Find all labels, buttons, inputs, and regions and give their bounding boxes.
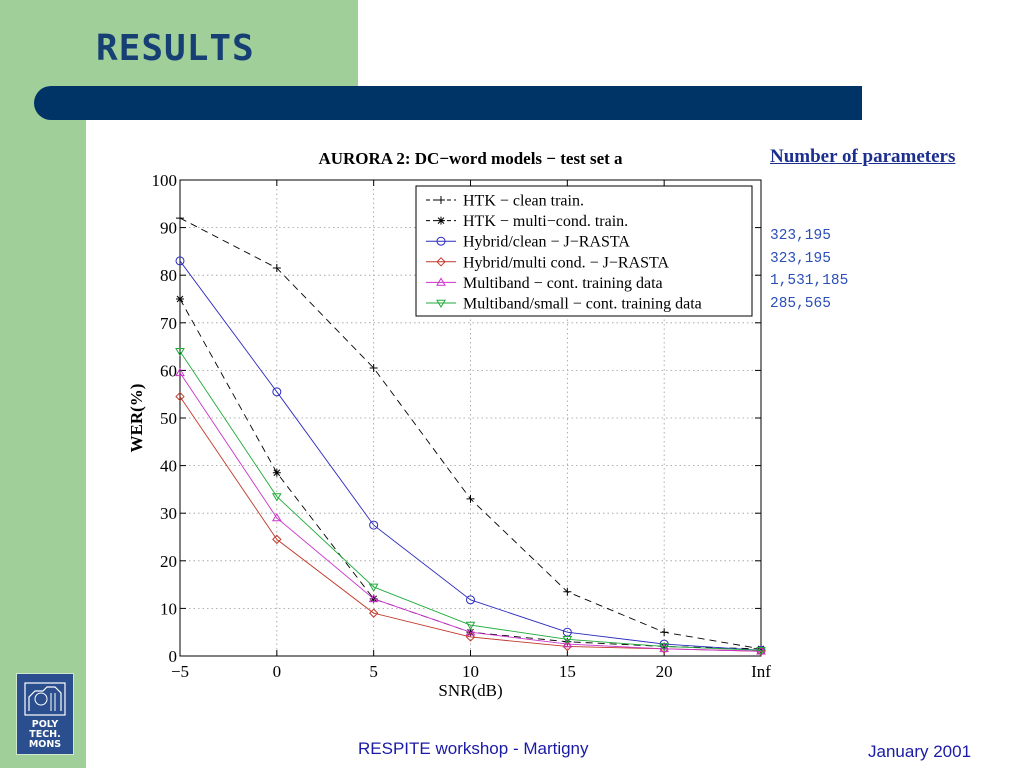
data-point-2 <box>176 295 184 303</box>
data-point-2 <box>757 644 765 653</box>
x-tick-label: 0 <box>273 662 282 681</box>
data-point-1 <box>272 264 281 273</box>
y-tick-label: 30 <box>160 504 177 523</box>
y-axis-label: WER(%) <box>127 384 146 453</box>
params-heading: Number of parameters <box>770 146 956 167</box>
data-point-1 <box>176 214 184 223</box>
data-point-6 <box>465 621 476 631</box>
legend-marker <box>437 216 445 225</box>
legend-label: Hybrid/multi cond. − J−RASTA <box>463 254 670 271</box>
legend-marker <box>436 299 446 308</box>
data-point-1 <box>563 587 572 596</box>
data-point-3 <box>272 387 282 397</box>
y-tick-label: 40 <box>160 457 177 476</box>
data-point-6 <box>368 583 379 592</box>
params-item: 323,195 <box>770 250 831 267</box>
data-point-5 <box>271 512 282 522</box>
wer-chart: −5 0 5 10 15 20 Inf 0 10 20 30 40 50 60 70 80 90 100 AUROR… <box>120 140 780 710</box>
y-tick-label: 50 <box>160 409 177 428</box>
data-point-5 <box>465 627 476 636</box>
data-point-1 <box>369 364 378 373</box>
series-line-6 <box>179 351 762 651</box>
left-green-band <box>0 0 86 768</box>
footer-event: RESPITE workshop - Martigny <box>358 739 589 758</box>
x-tick-label: Inf <box>751 662 771 681</box>
header-blue-bar <box>34 86 862 120</box>
x-axis-label: SNR(dB) <box>438 681 502 700</box>
legend-marker <box>436 257 446 267</box>
y-tick-label: 10 <box>160 599 177 618</box>
legend-marker <box>436 236 446 246</box>
x-tick-label: 5 <box>369 662 378 681</box>
series-line-5 <box>179 372 762 652</box>
data-point-6 <box>175 348 185 357</box>
data-point-6 <box>562 636 573 645</box>
data-point-5 <box>368 593 379 603</box>
data-point-5 <box>562 639 573 648</box>
data-point-6 <box>271 493 282 502</box>
wer-chart-svg: −5 0 5 10 15 20 Inf0102030405060708090100AUROR… <box>127 149 771 700</box>
y-tick-label: 0 <box>169 647 178 666</box>
y-tick-label: 20 <box>160 552 177 571</box>
data-point-5 <box>659 643 670 653</box>
data-point-4 <box>175 391 185 402</box>
y-tick-label: 60 <box>160 361 177 380</box>
legend-label: Multiband/small − cont. training data <box>463 296 702 313</box>
slide-title: RESULTS <box>96 28 255 69</box>
data-point-4 <box>659 644 669 654</box>
data-point-2 <box>272 468 281 477</box>
data-point-1 <box>466 494 475 503</box>
y-tick-label: 100 <box>152 171 178 190</box>
data-point-2 <box>563 637 572 646</box>
params-item: 1,531,185 <box>770 273 849 289</box>
title-green-band <box>0 0 358 86</box>
logo-text: POLY TECH. MONS <box>28 719 62 750</box>
data-point-4 <box>272 534 282 545</box>
chart-title: AURORA 2: DC−word models − test set a <box>318 149 623 168</box>
x-tick-label: −5 <box>171 662 189 681</box>
footer-date: January 2001 <box>868 742 972 761</box>
legend-box <box>415 185 753 317</box>
y-tick-label: 70 <box>160 314 177 333</box>
x-tick-label: 20 <box>656 662 673 681</box>
params-item: 285,565 <box>770 295 831 312</box>
polytech-mons-logo: POLY TECH. MONS <box>16 673 74 755</box>
legend-label: HTK − multi−cond. train. <box>463 213 628 230</box>
legend-label: Multiband − cont. training data <box>463 275 663 292</box>
data-point-6 <box>756 646 766 656</box>
y-tick-label: 80 <box>160 266 177 285</box>
data-point-4 <box>368 608 379 618</box>
params-item: 323,195 <box>770 228 831 244</box>
x-tick-label: 10 <box>462 662 479 681</box>
data-point-3 <box>175 256 185 266</box>
legend-label: HTK − clean train. <box>463 193 584 210</box>
data-point-6 <box>659 643 670 652</box>
y-tick-label: 90 <box>160 219 177 238</box>
legend-marker <box>436 277 446 286</box>
data-point-5 <box>175 367 185 377</box>
legend-label: Hybrid/clean − J−RASTA <box>463 234 630 251</box>
params-list: 323,195 323,195 1,531,185 285,565 <box>770 225 848 315</box>
data-point-3 <box>369 520 379 530</box>
logo-emblem-icon <box>24 682 66 716</box>
x-tick-label: 15 <box>559 662 576 681</box>
data-point-1 <box>660 628 669 637</box>
data-point-3 <box>466 595 475 605</box>
legend-marker <box>437 196 445 204</box>
data-point-4 <box>465 632 476 642</box>
